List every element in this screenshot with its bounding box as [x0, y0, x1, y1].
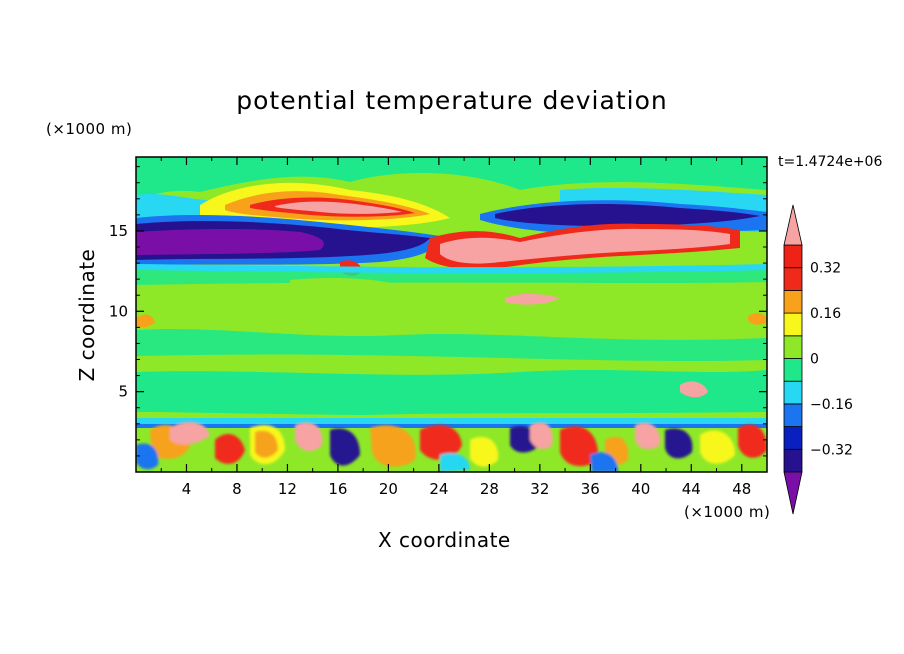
colorbar-box	[783, 403, 803, 427]
colorbar-label: 0.32	[810, 261, 841, 277]
x-tick-label: 12	[278, 480, 297, 498]
colorbar-box	[783, 426, 803, 450]
x-axis-label: X coordinate	[378, 528, 511, 552]
x-tick-label: 20	[379, 480, 398, 498]
chart-title: potential temperature deviation	[236, 86, 668, 115]
colorbar-box	[783, 312, 803, 337]
colorbar-min-arrow	[783, 471, 803, 515]
colorbar-label: −0.16	[810, 397, 853, 413]
time-annotation: t=1.4724e+06	[778, 154, 883, 170]
plot-frame	[135, 156, 768, 473]
x-tick-label: 48	[732, 480, 751, 498]
colorbar-box	[783, 448, 803, 473]
x-unit-label: (×1000 m)	[684, 503, 771, 521]
x-tick-label: 28	[480, 480, 499, 498]
y-axis: 5 10 15	[109, 166, 767, 457]
colorbar-label: 0	[810, 352, 819, 368]
colorbar-box	[783, 358, 803, 382]
colorbar-box	[783, 335, 803, 359]
x-tick-label: 36	[581, 480, 600, 498]
colorbar-label: −0.32	[810, 442, 853, 458]
y-tick-label: 5	[118, 383, 128, 401]
colorbar: 0.32 0.16 0 −0.16 −0.32	[783, 204, 853, 515]
y-tick-label: 15	[109, 222, 128, 240]
x-tick-label: 4	[182, 480, 192, 498]
x-tick-label: 44	[682, 480, 701, 498]
x-tick-label: 32	[530, 480, 549, 498]
field-plot-area	[136, 157, 767, 472]
y-tick-label: 10	[109, 302, 128, 320]
x-tick-label: 40	[631, 480, 650, 498]
x-axis: 4 8 12 16 20 24 28 32 36 40 44 48	[160, 157, 751, 498]
colorbar-max-arrow	[783, 204, 803, 246]
colorbar-box	[783, 289, 803, 314]
colorbar-label: 0.16	[810, 306, 841, 322]
colorbar-box	[783, 380, 803, 405]
y-unit-label: (×1000 m)	[46, 120, 133, 138]
x-tick-label: 24	[429, 480, 448, 498]
x-tick-label: 8	[232, 480, 242, 498]
x-tick-label: 16	[328, 480, 347, 498]
colorbar-box	[783, 267, 803, 291]
colorbar-box	[783, 244, 803, 269]
